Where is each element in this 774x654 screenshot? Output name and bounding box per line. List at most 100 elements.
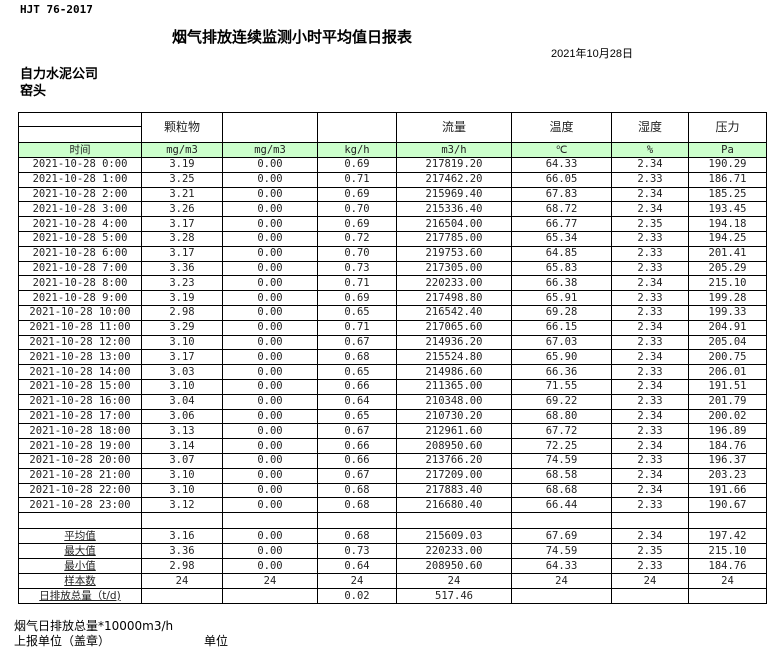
table-row: 2021-10-28 21:00 3.10 0.00 0.67 217209.00 68.… <box>18 467 767 484</box>
data-cell: 0.00 <box>222 482 318 499</box>
column-header: 流量 <box>396 112 512 143</box>
data-cell: 194.18 <box>688 216 767 232</box>
summary-row: 样本数 24 24 24 24 24 24 24 <box>18 573 767 590</box>
data-cell: 203.23 <box>688 467 767 484</box>
data-cell: 68.68 <box>511 482 612 499</box>
data-cell: 3.10 <box>141 482 223 499</box>
data-cell: 68.58 <box>511 467 612 484</box>
data-cell: 194.25 <box>688 230 767 247</box>
data-cell: 3.17 <box>141 216 223 232</box>
data-cell: 206.01 <box>688 364 767 380</box>
flue-total-note: 烟气日排放总量*10000m3/h <box>14 619 174 633</box>
summary-cell: 0.68 <box>317 528 397 545</box>
data-cell: 0.69 <box>317 216 397 232</box>
data-cell: 2.34 <box>611 408 689 425</box>
data-cell: 2.33 <box>611 245 689 262</box>
data-cell: 67.83 <box>511 186 612 203</box>
data-cell: 2.33 <box>611 423 689 440</box>
unit-cell: 时间 <box>18 142 142 158</box>
summary-cell: 215.10 <box>688 543 767 560</box>
data-cell: 217462.20 <box>396 171 512 188</box>
data-cell: 2021-10-28 13:00 <box>18 349 142 366</box>
blank-cell <box>611 512 689 530</box>
data-cell: 2021-10-28 0:00 <box>18 157 142 173</box>
table-row: 2021-10-28 14:00 3.03 0.00 0.65 214986.60 66.… <box>18 364 767 380</box>
data-cell: 0.71 <box>317 275 397 292</box>
data-cell: 193.45 <box>688 201 767 218</box>
column-header: 颗粒物 <box>141 112 223 143</box>
data-cell: 190.29 <box>688 157 767 173</box>
data-cell: 3.25 <box>141 171 223 188</box>
unit-cell: ℃ <box>511 142 612 158</box>
unit-cell: % <box>611 142 689 158</box>
data-cell: 2021-10-28 3:00 <box>18 201 142 218</box>
data-cell: 0.67 <box>317 334 397 351</box>
data-cell: 0.00 <box>222 408 318 425</box>
data-cell: 0.00 <box>222 275 318 292</box>
data-cell: 0.00 <box>222 290 318 306</box>
data-cell: 2.34 <box>611 275 689 292</box>
report-date: 2021年10月28日 <box>551 48 633 60</box>
data-cell: 215.10 <box>688 275 767 292</box>
data-cell: 66.36 <box>511 364 612 380</box>
table-row: 2021-10-28 0:00 3.19 0.00 0.69 217819.20 64.3… <box>18 157 767 173</box>
table-row: 2021-10-28 12:00 3.10 0.00 0.67 214936.20 67.… <box>18 334 767 351</box>
summary-cell: 220233.00 <box>396 543 512 560</box>
data-cell: 66.15 <box>511 319 612 336</box>
table-row: 2021-10-28 17:00 3.06 0.00 0.65 210730.20 68.… <box>18 408 767 425</box>
data-cell: 0.65 <box>317 304 397 321</box>
data-cell: 0.69 <box>317 186 397 203</box>
data-cell: 217785.00 <box>396 230 512 247</box>
data-cell: 2.33 <box>611 290 689 306</box>
blank-cell <box>141 512 223 530</box>
data-cell: 3.10 <box>141 378 223 395</box>
data-cell: 2021-10-28 7:00 <box>18 260 142 277</box>
data-cell: 3.23 <box>141 275 223 292</box>
data-cell: 2021-10-28 23:00 <box>18 497 142 514</box>
data-cell: 3.19 <box>141 157 223 173</box>
data-cell: 2.34 <box>611 157 689 173</box>
data-cell: 3.26 <box>141 201 223 218</box>
data-cell: 66.05 <box>511 171 612 188</box>
data-cell: 2021-10-28 8:00 <box>18 275 142 292</box>
data-cell: 0.00 <box>222 157 318 173</box>
data-cell: 3.10 <box>141 467 223 484</box>
data-cell: 0.68 <box>317 349 397 366</box>
summary-cell: 0.73 <box>317 543 397 560</box>
table-row: 2021-10-28 1:00 3.25 0.00 0.71 217462.20 66.0… <box>18 171 767 188</box>
summary-cell <box>611 588 689 605</box>
data-cell: 3.12 <box>141 497 223 514</box>
data-cell: 219753.60 <box>396 245 512 262</box>
data-cell: 2021-10-28 16:00 <box>18 393 142 410</box>
summary-row: 平均值 3.16 0.00 0.68 215609.03 67.69 2.34 197.42 <box>18 528 767 545</box>
data-cell: 220233.00 <box>396 275 512 292</box>
data-cell: 200.02 <box>688 408 767 425</box>
data-cell: 67.72 <box>511 423 612 440</box>
data-cell: 3.19 <box>141 290 223 306</box>
table-row: 2021-10-28 11:00 3.29 0.00 0.71 217065.60 66.… <box>18 319 767 336</box>
summary-cell: 2.34 <box>611 528 689 545</box>
data-cell: 3.10 <box>141 334 223 351</box>
blank-cell <box>688 512 767 530</box>
summary-label: 样本数 <box>18 573 142 590</box>
data-cell: 2.33 <box>611 452 689 469</box>
data-cell: 3.14 <box>141 438 223 454</box>
data-cell: 210348.00 <box>396 393 512 410</box>
table-row: 2021-10-28 19:00 3.14 0.00 0.66 208950.60 72.… <box>18 438 767 454</box>
data-cell: 0.00 <box>222 201 318 218</box>
data-cell: 211365.00 <box>396 378 512 395</box>
data-cell: 2.34 <box>611 438 689 454</box>
data-cell: 0.00 <box>222 467 318 484</box>
units-row: 时间 mg/m3 mg/m3 kg/h m3/h ℃% Pa <box>18 142 767 158</box>
summary-cell: 24 <box>611 573 689 590</box>
table-row: 2021-10-28 20:00 3.07 0.00 0.66 213766.20 74.… <box>18 452 767 469</box>
data-cell: 184.76 <box>688 438 767 454</box>
column-header <box>18 112 142 143</box>
data-cell: 201.41 <box>688 245 767 262</box>
summary-cell <box>141 588 223 605</box>
summary-cell: 197.42 <box>688 528 767 545</box>
summary-label: 日排放总量（t/d) <box>18 588 142 605</box>
summary-cell: 215609.03 <box>396 528 512 545</box>
data-cell: 0.00 <box>222 334 318 351</box>
data-cell: 3.17 <box>141 349 223 366</box>
